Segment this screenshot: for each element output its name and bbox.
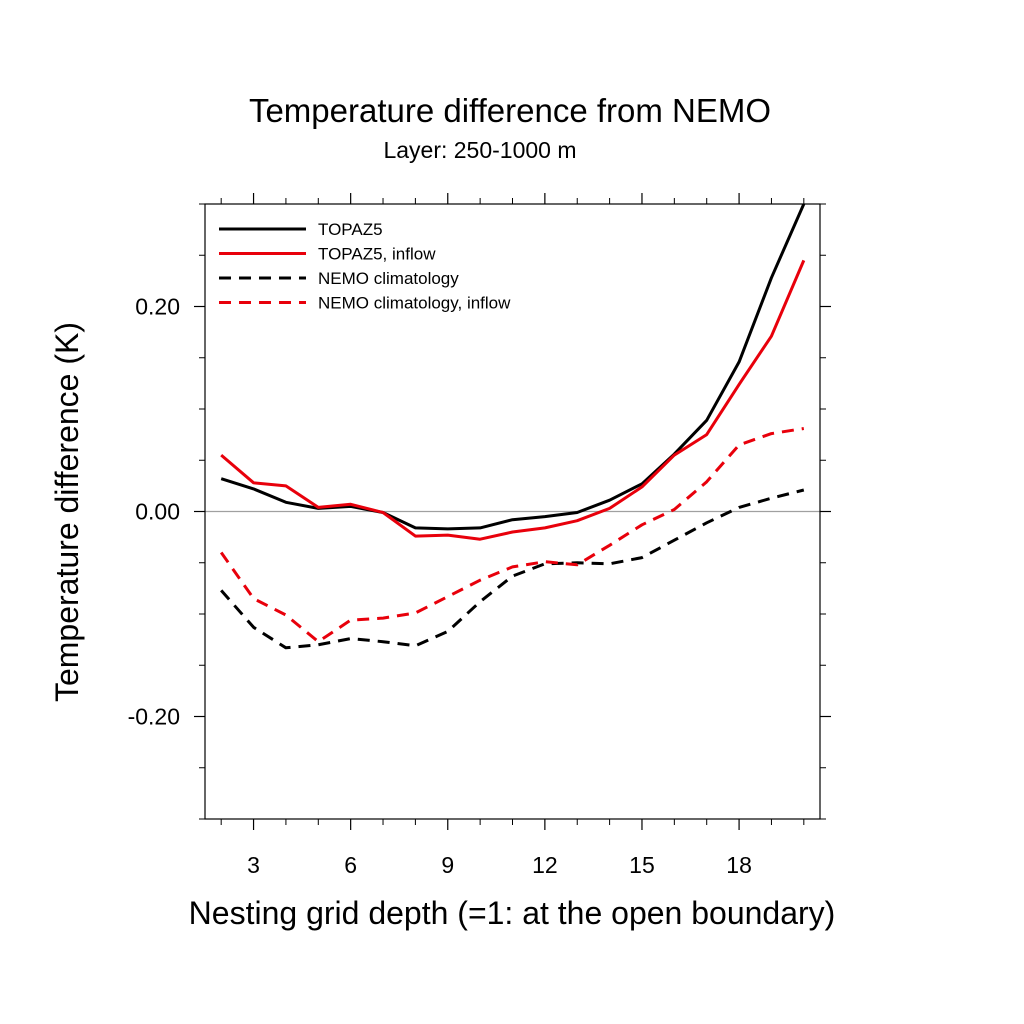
x-tick-label: 15 <box>629 852 655 878</box>
chart-subtitle: Layer: 250-1000 m <box>383 137 576 163</box>
series-line-2 <box>220 259 806 541</box>
legend-label: NEMO climatology <box>318 269 459 288</box>
x-tick-label: 6 <box>344 852 357 878</box>
series-line-1 <box>220 204 806 531</box>
y-tick-label: -0.20 <box>128 704 180 730</box>
legend-label: TOPAZ5, inflow <box>318 245 436 264</box>
series-layer <box>219 204 806 650</box>
tick-layer: 3 6 9 12 15 18 -0.20 0.00 0.20 <box>128 193 831 878</box>
y-tick-label: 0.20 <box>135 294 180 320</box>
series-line-3 <box>220 488 805 650</box>
x-tick-label: 3 <box>247 852 260 878</box>
series-line-4 <box>219 427 805 644</box>
x-tick-label: 9 <box>441 852 454 878</box>
legend-label: TOPAZ5 <box>318 220 383 239</box>
x-axis-title: Nesting grid depth (=1: at the open boun… <box>189 895 836 931</box>
legend: TOPAZ5 TOPAZ5, inflow NEMO climatology NEMO… <box>219 220 511 313</box>
chart-title: Temperature difference from NEMO <box>249 92 771 129</box>
x-tick-label: 12 <box>532 852 558 878</box>
legend-label: NEMO climatology, inflow <box>318 294 511 313</box>
y-axis-title: Temperature difference (K) <box>49 322 85 702</box>
y-tick-label: 0.00 <box>135 499 180 525</box>
x-tick-label: 18 <box>726 852 752 878</box>
